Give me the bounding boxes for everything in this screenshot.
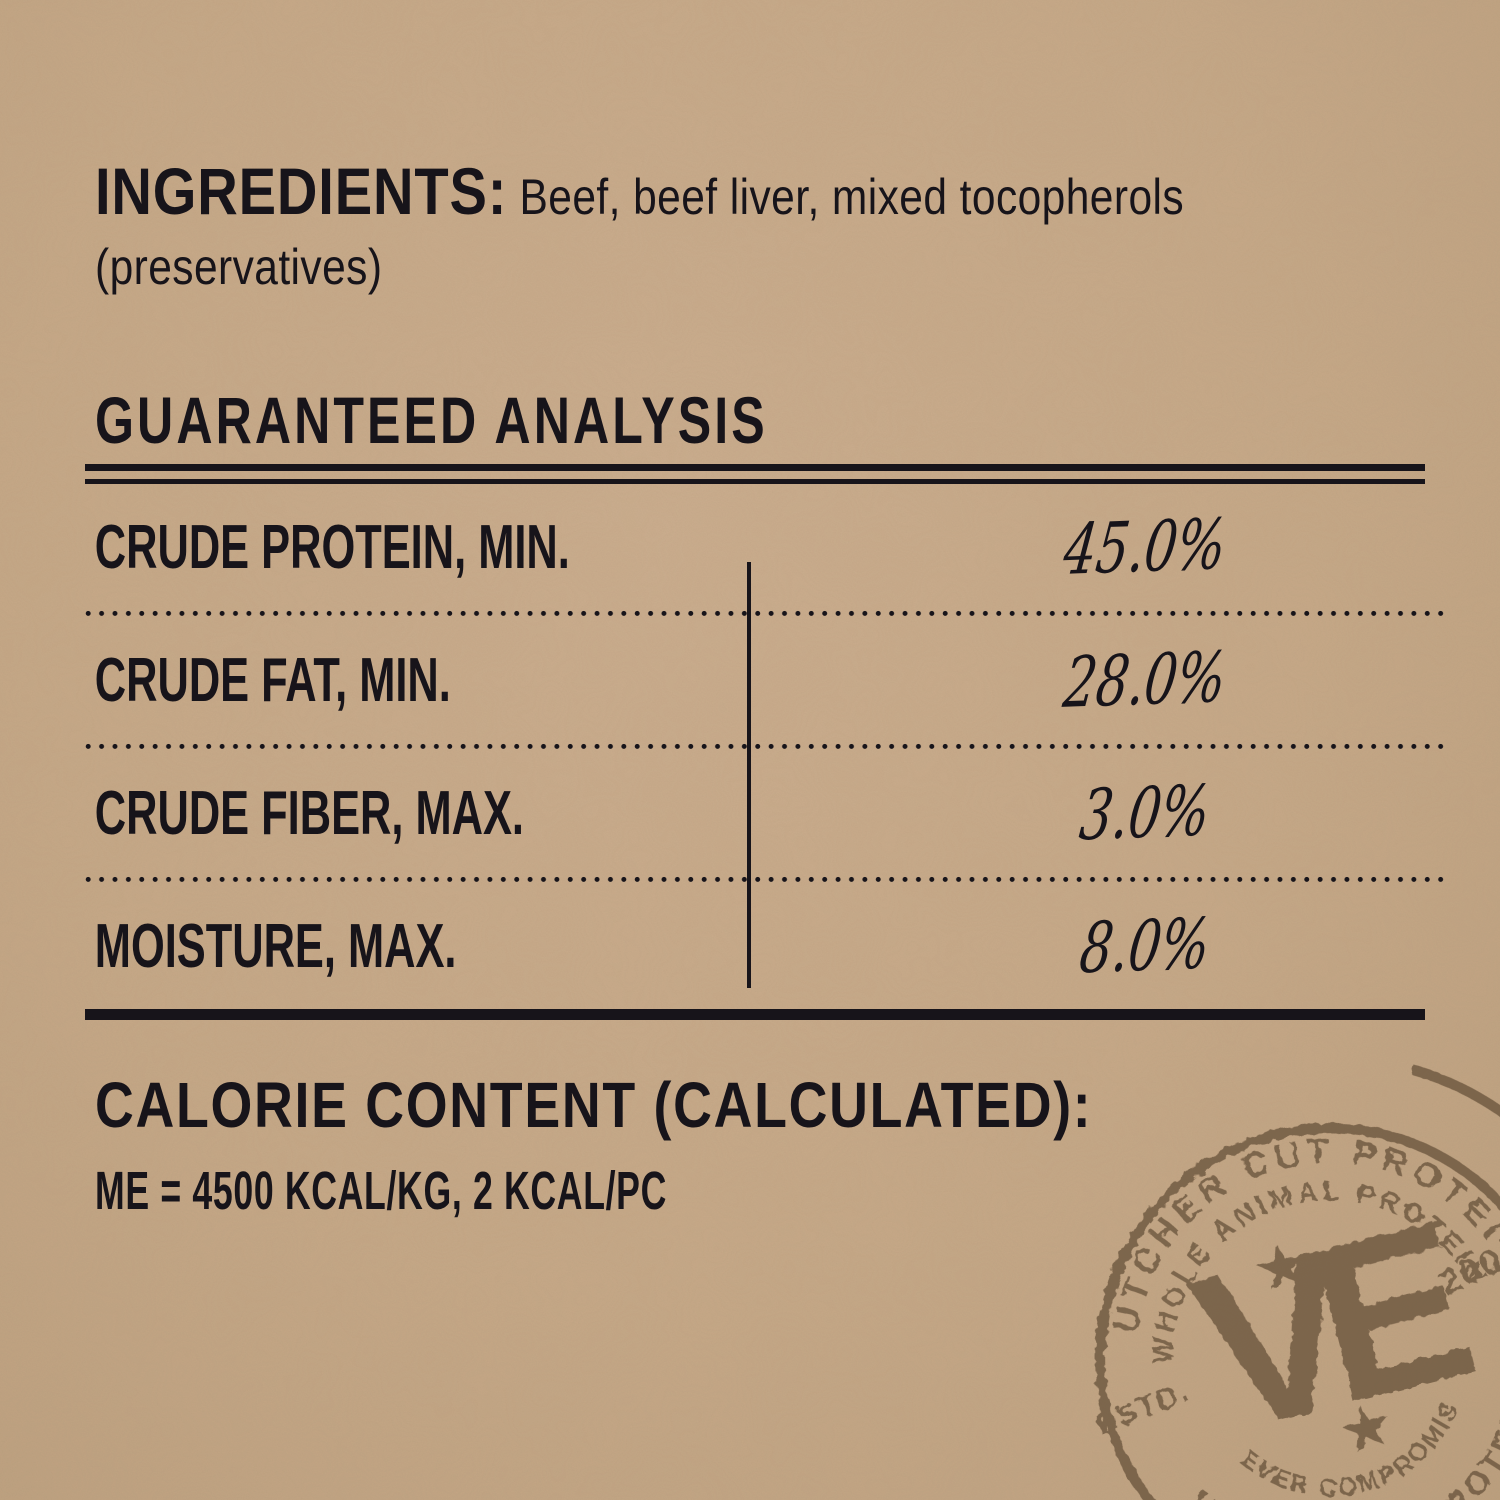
table-top-double-rule [85,464,1425,484]
stamp-ring-outer-arc [1411,1064,1500,1500]
row-label: CRUDE FIBER, MAX. [94,778,524,848]
stamp-ring-main-arc [1095,1123,1500,1500]
table-bottom-rule [85,1009,1425,1020]
guaranteed-analysis-table: CRUDE PROTEIN, MIN. 45.0% CRUDE FAT, MIN… [85,464,1445,1020]
table-row: CRUDE FIBER, MAX. 3.0% [85,750,1425,876]
table-row: MOISTURE, MAX. 8.0% [85,883,1425,1009]
butcher-cut-protein-stamp: BUTCHER CUT PROTEIN BUTCHER CUT PROTEIN … [1071,1064,1500,1500]
dotted-divider [85,610,1445,617]
stamp-ring [1095,1064,1500,1500]
stamp-estd-text: ESTD. [1092,1375,1196,1442]
row-value: 45.0% [1059,503,1231,591]
row-value: 28.0% [1059,636,1231,724]
calorie-content-heading: CALORIE CONTENT (CALCULATED): [95,1069,1093,1141]
calorie-content-value: ME = 4500 KCAL/KG, 2 KCAL/PC [95,1161,668,1221]
table-column-divider [747,562,751,988]
row-label: MOISTURE, MAX. [94,911,457,981]
guaranteed-analysis-heading: GUARANTEED ANALYSIS [95,383,768,457]
ingredients-paragraph: INGREDIENTS: Beef, beef liver, mixed toc… [95,156,1396,302]
row-value: 8.0% [1075,902,1215,990]
table-row: CRUDE PROTEIN, MIN. 45.0% [85,484,1425,610]
table-row: CRUDE FAT, MIN. 28.0% [85,617,1425,743]
row-label: CRUDE PROTEIN, MIN. [94,512,570,582]
ingredients-text: Beef, beef liver, mixed tocopherols (pre… [95,169,1185,295]
ingredients-heading: INGREDIENTS: [95,154,508,228]
row-label: CRUDE FAT, MIN. [94,645,451,715]
row-value: 3.0% [1075,769,1215,857]
dotted-divider [85,743,1445,750]
dotted-divider [85,876,1445,883]
